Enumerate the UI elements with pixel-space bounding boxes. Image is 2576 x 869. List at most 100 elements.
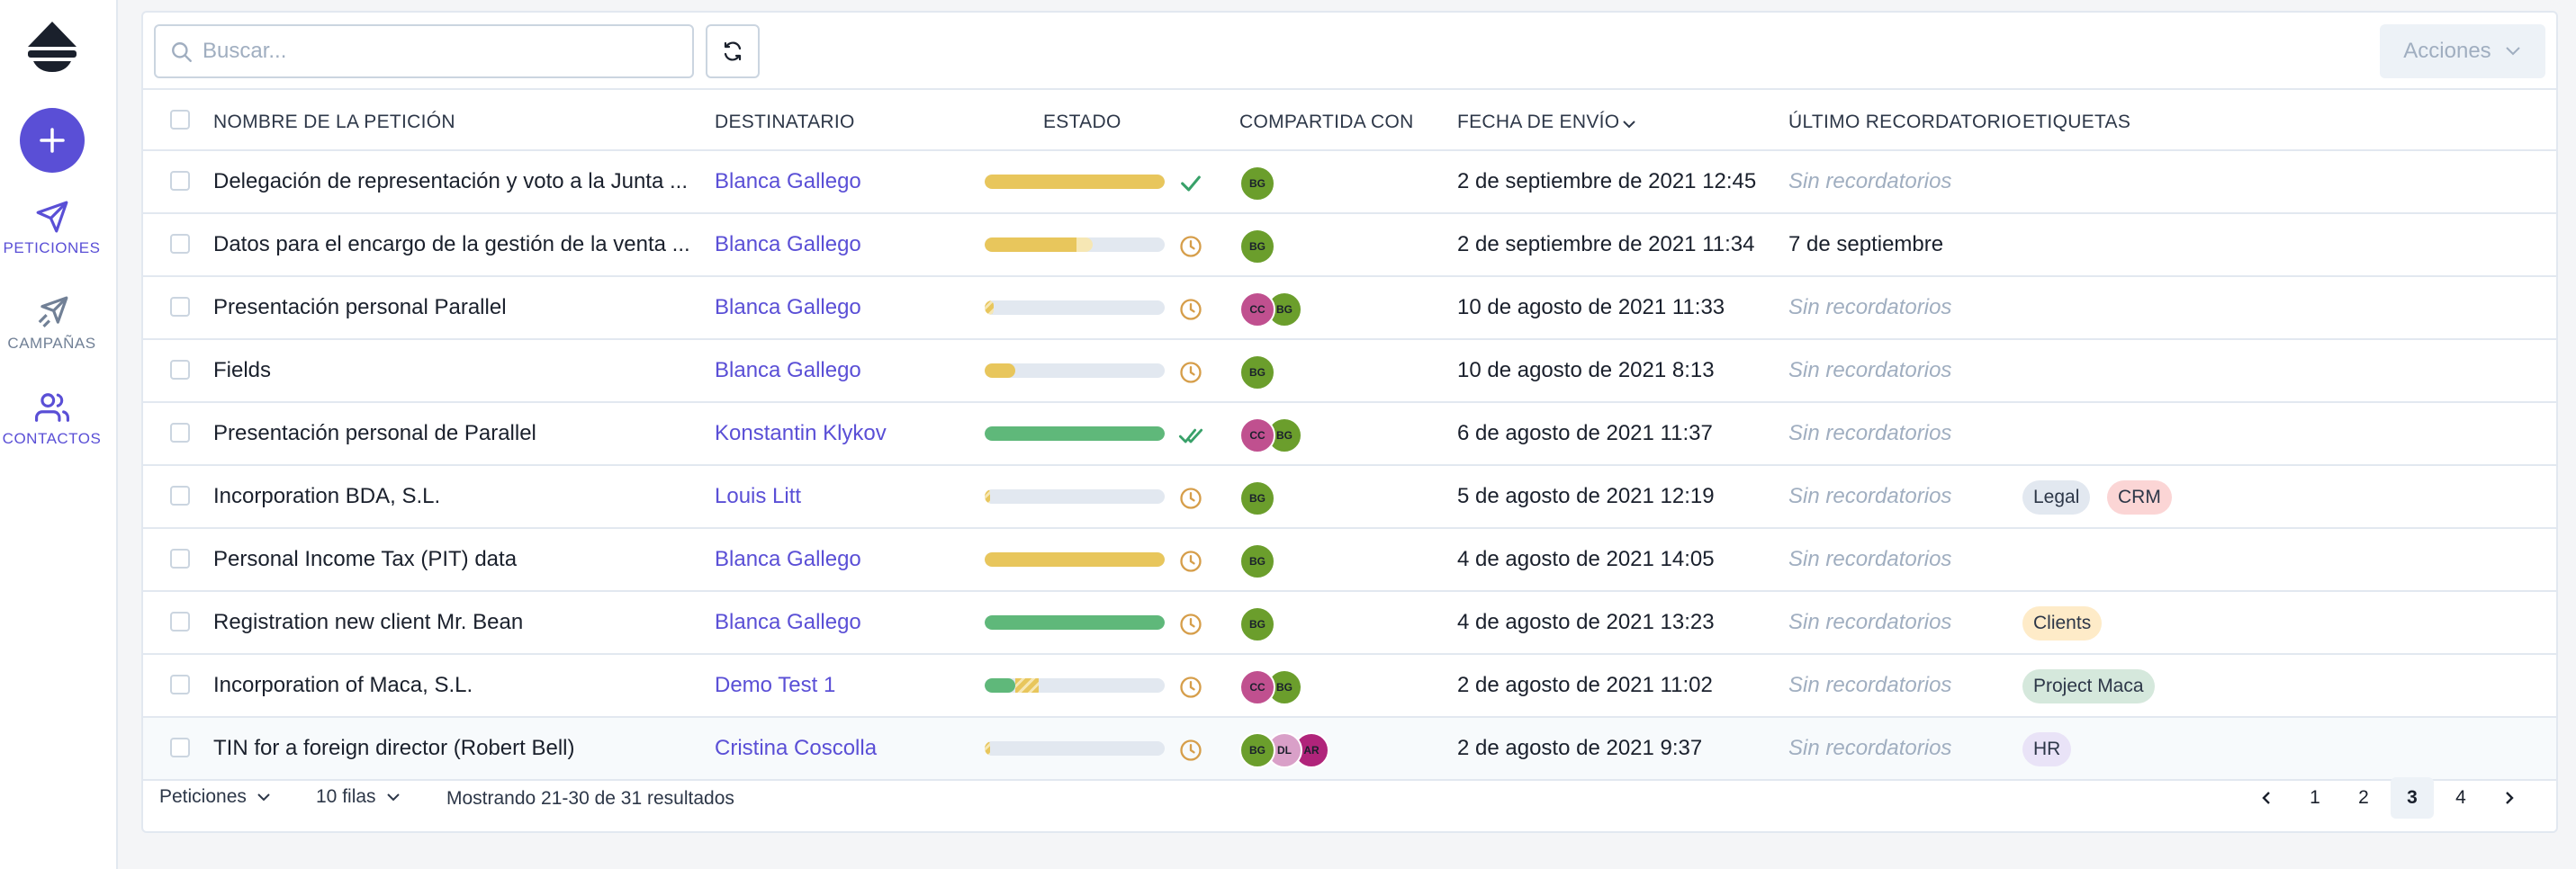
table-row[interactable]: Registration new client Mr. Bean Blanca G… — [143, 592, 2556, 655]
page-button-2[interactable]: 2 — [2358, 787, 2369, 808]
search-input[interactable] — [203, 35, 680, 67]
avatar[interactable]: BG — [1239, 228, 1275, 264]
type-select[interactable]: Peticiones — [159, 786, 272, 808]
progress-bar — [985, 363, 1165, 378]
recipient-link[interactable]: Blanca Gallego — [715, 232, 861, 256]
table-row[interactable]: Personal Income Tax (PIT) data Blanca Gal… — [143, 529, 2556, 592]
nav-label-peticiones: PETICIONES — [3, 239, 101, 256]
tag-badge[interactable]: Project Maca — [2022, 669, 2155, 703]
row-checkbox[interactable] — [170, 234, 190, 254]
last-reminder: Sin recordatorios — [1788, 421, 1952, 445]
table-header: NOMBRE DE LA PETICIÓN DESTINATARIO ESTAD… — [143, 90, 2556, 151]
recipient-link[interactable]: Blanca Gallego — [715, 547, 861, 571]
progress-bar — [985, 489, 1165, 504]
tag-badge[interactable]: CRM — [2107, 480, 2172, 515]
table-row[interactable]: Datos para el encargo de la gestión de l… — [143, 214, 2556, 277]
last-reminder: 7 de septiembre — [1788, 232, 1944, 256]
app-logo[interactable] — [24, 20, 80, 74]
table-row[interactable]: Incorporation BDA, S.L. Louis Litt BG 5 de … — [143, 466, 2556, 529]
page-button-4[interactable]: 4 — [2455, 787, 2466, 808]
last-reminder: Sin recordatorios — [1788, 295, 1952, 319]
tag-badge[interactable]: HR — [2022, 732, 2072, 766]
request-name[interactable]: Datos para el encargo de la gestión de l… — [213, 232, 690, 256]
row-checkbox[interactable] — [170, 675, 190, 694]
clock-icon — [1180, 299, 1202, 320]
progress-fill — [985, 489, 990, 504]
request-name[interactable]: Presentación personal de Parallel — [213, 421, 536, 445]
rows-select-label: 10 filas — [316, 786, 376, 807]
select-all-checkbox[interactable] — [170, 110, 190, 130]
next-page-button[interactable] — [2488, 777, 2531, 819]
request-name[interactable]: TIN for a foreign director (Robert Bell) — [213, 736, 575, 760]
table-row[interactable]: Delegación de representación y voto a la… — [143, 151, 2556, 214]
avatar[interactable]: CC — [1239, 291, 1275, 327]
column-header-tags[interactable]: ETIQUETAS — [2022, 112, 2131, 132]
tag-badge[interactable]: Clients — [2022, 606, 2103, 641]
column-header-name[interactable]: NOMBRE DE LA PETICIÓN — [213, 112, 455, 132]
sent-date: 10 de agosto de 2021 8:13 — [1457, 358, 1715, 382]
column-header-shared[interactable]: COMPARTIDA CON — [1239, 112, 1414, 132]
page-button-3[interactable]: 3 — [2391, 777, 2434, 819]
request-name[interactable]: Presentación personal Parallel — [213, 295, 507, 319]
request-name[interactable]: Fields — [213, 358, 272, 382]
table-row[interactable]: Fields Blanca Gallego BG 10 de agosto de 20… — [143, 340, 2556, 403]
recipient-link[interactable]: Blanca Gallego — [715, 295, 861, 319]
row-checkbox[interactable] — [170, 171, 190, 191]
avatar[interactable]: CC — [1239, 417, 1275, 453]
row-checkbox[interactable] — [170, 423, 190, 443]
row-checkbox[interactable] — [170, 738, 190, 757]
column-header-recipient[interactable]: DESTINATARIO — [715, 112, 855, 132]
request-name[interactable]: Incorporation of Maca, S.L. — [213, 673, 473, 697]
avatar[interactable]: BG — [1239, 166, 1275, 202]
tag-badge[interactable]: Legal — [2022, 480, 2091, 515]
nav-label-contactos: CONTACTOS — [2, 430, 102, 447]
search-box[interactable] — [154, 24, 694, 78]
prev-page-button[interactable] — [2245, 777, 2288, 819]
row-checkbox[interactable] — [170, 549, 190, 569]
recipient-link[interactable]: Louis Litt — [715, 484, 802, 508]
new-request-button[interactable] — [20, 108, 85, 173]
avatar[interactable]: CC — [1239, 669, 1275, 705]
request-name[interactable]: Incorporation BDA, S.L. — [213, 484, 441, 508]
last-reminder: Sin recordatorios — [1788, 736, 1952, 760]
column-header-status[interactable]: ESTADO — [1043, 112, 1121, 132]
recipient-link[interactable]: Blanca Gallego — [715, 169, 861, 193]
row-checkbox[interactable] — [170, 297, 190, 317]
column-header-reminder[interactable]: ÚLTIMO RECORDATORIO — [1788, 112, 2022, 132]
table-row[interactable]: Incorporation of Maca, S.L. Demo Test 1 CC… — [143, 655, 2556, 718]
avatar[interactable]: BG — [1266, 417, 1302, 453]
sidebar: PETICIONES CAMPAÑAS CONTACTOS — [0, 0, 118, 869]
progress-bar — [985, 426, 1165, 441]
sent-date: 4 de agosto de 2021 13:23 — [1457, 610, 1715, 634]
row-checkbox[interactable] — [170, 360, 190, 380]
sort-chevron-icon[interactable] — [1621, 119, 1637, 130]
request-name[interactable]: Personal Income Tax (PIT) data — [213, 547, 518, 571]
table-row[interactable]: Presentación personal de Parallel Konstan… — [143, 403, 2556, 466]
refresh-button[interactable] — [706, 24, 760, 78]
pagination: 1 2 3 4 — [2245, 777, 2531, 819]
table-row[interactable]: Presentación personal Parallel Blanca Gal… — [143, 277, 2556, 340]
recipient-link[interactable]: Konstantin Klykov — [715, 421, 887, 445]
recipient-link[interactable]: Blanca Gallego — [715, 358, 861, 382]
nav-item-campanas[interactable]: CAMPAÑAS — [0, 295, 104, 353]
avatar[interactable]: BG — [1239, 606, 1275, 642]
rows-per-page-select[interactable]: 10 filas — [316, 786, 401, 808]
actions-dropdown[interactable]: Acciones — [2380, 24, 2545, 78]
table-row[interactable]: TIN for a foreign director (Robert Bell)… — [143, 718, 2556, 781]
avatar[interactable]: BG — [1239, 543, 1275, 579]
row-checkbox[interactable] — [170, 612, 190, 632]
column-header-date[interactable]: FECHA DE ENVÍO — [1457, 112, 1620, 132]
last-reminder: Sin recordatorios — [1788, 610, 1952, 634]
nav-item-contactos[interactable]: CONTACTOS — [0, 390, 104, 448]
request-name[interactable]: Delegación de representación y voto a la… — [213, 169, 688, 193]
avatar[interactable]: BG — [1239, 354, 1275, 390]
request-name[interactable]: Registration new client Mr. Bean — [213, 610, 524, 634]
recipient-link[interactable]: Cristina Coscolla — [715, 736, 878, 760]
page-button-1[interactable]: 1 — [2310, 787, 2320, 808]
avatar[interactable]: BG — [1239, 480, 1275, 516]
avatar[interactable]: BG — [1239, 732, 1275, 768]
nav-item-peticiones[interactable]: PETICIONES — [0, 200, 104, 257]
recipient-link[interactable]: Demo Test 1 — [715, 673, 836, 697]
row-checkbox[interactable] — [170, 486, 190, 506]
recipient-link[interactable]: Blanca Gallego — [715, 610, 861, 634]
